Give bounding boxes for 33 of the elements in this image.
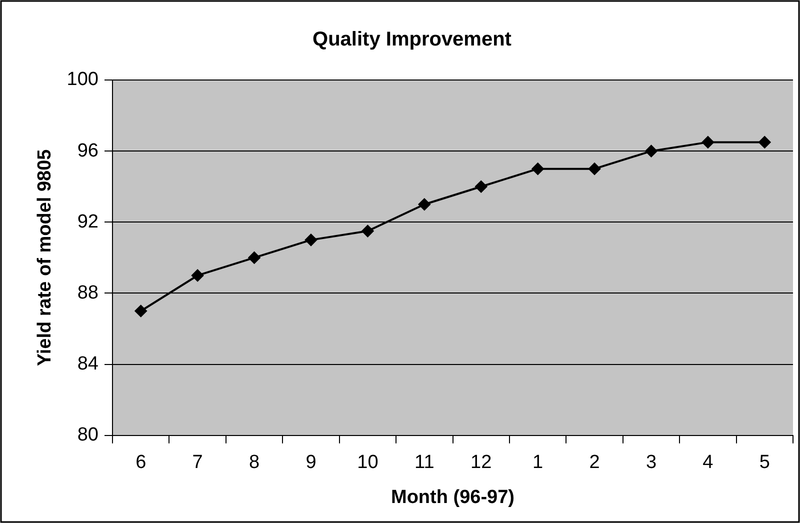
x-tick-label: 10 bbox=[357, 452, 378, 474]
point bbox=[134, 305, 147, 318]
point bbox=[645, 145, 658, 158]
x-tick-label: 1 bbox=[532, 452, 544, 474]
x-tick-label: 4 bbox=[702, 452, 714, 474]
point bbox=[758, 136, 771, 148]
point bbox=[304, 234, 317, 246]
x-tick-label: 5 bbox=[759, 452, 770, 474]
x-tick-label: 8 bbox=[248, 452, 260, 474]
y-tick-label: 88 bbox=[77, 282, 98, 304]
point bbox=[532, 162, 544, 175]
y-tick-label: 80 bbox=[77, 424, 98, 446]
y-tick-label: 100 bbox=[66, 69, 98, 90]
point bbox=[588, 162, 601, 175]
chart-title: Quality Improvement bbox=[312, 28, 512, 51]
point bbox=[418, 198, 430, 210]
point bbox=[362, 225, 374, 238]
x-tick-label: 2 bbox=[589, 452, 600, 474]
x-tick-label: 7 bbox=[192, 452, 203, 474]
point bbox=[702, 136, 714, 148]
x-tick-label: 11 bbox=[414, 452, 434, 474]
x-axis-title: Month (96-97) bbox=[391, 486, 514, 508]
point bbox=[475, 180, 488, 193]
x-tick-label: 12 bbox=[470, 452, 492, 474]
y-tick-label: 92 bbox=[77, 211, 98, 232]
x-tick-label: 6 bbox=[136, 452, 146, 474]
x-tick-label: 9 bbox=[306, 452, 316, 474]
y-tick-label: 84 bbox=[77, 354, 99, 375]
point bbox=[248, 252, 260, 264]
point bbox=[192, 269, 204, 282]
y-tick-label: 96 bbox=[77, 140, 98, 162]
y-axis-title: Yield rate of model 9805 bbox=[34, 148, 56, 366]
x-tick-label: 3 bbox=[646, 452, 657, 474]
